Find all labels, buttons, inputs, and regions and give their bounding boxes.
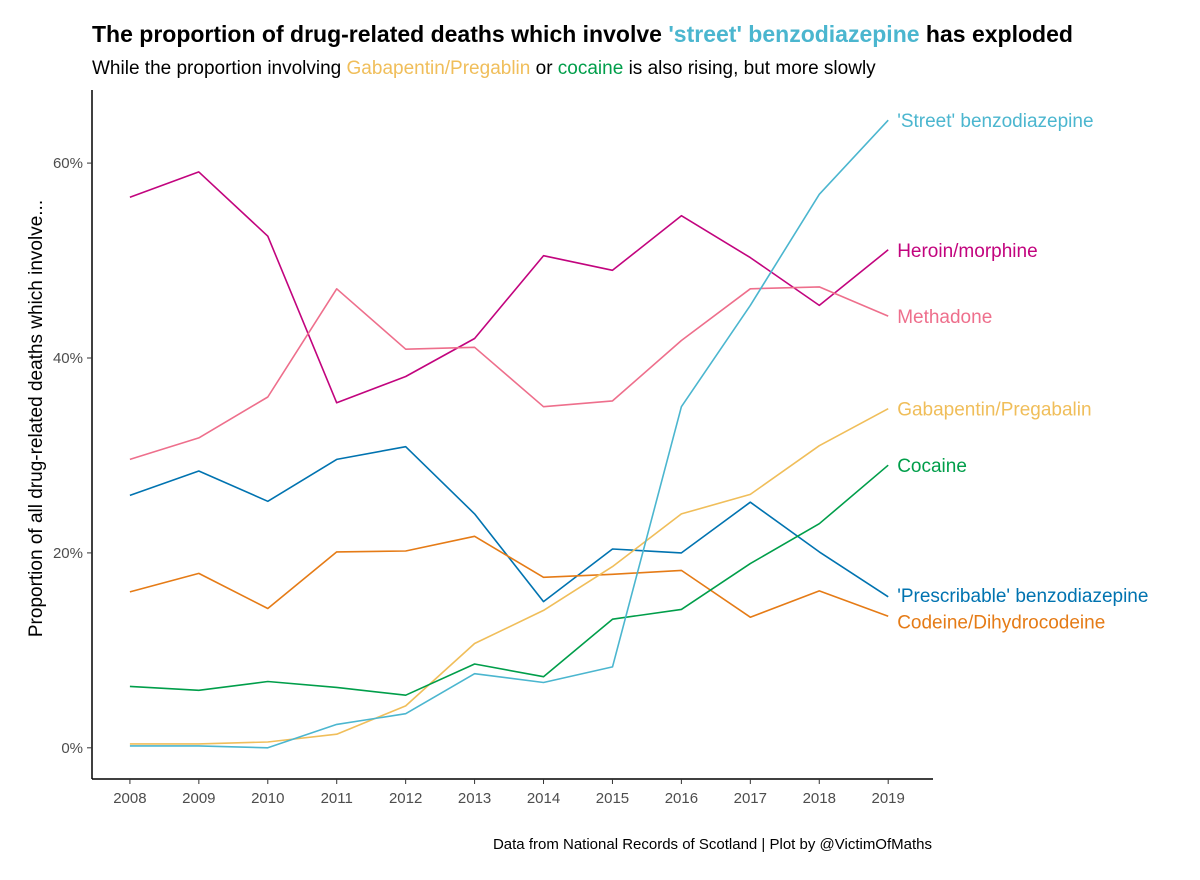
series-line-gabapentin-pregabalin bbox=[129, 407, 889, 745]
title-part-2: has exploded bbox=[919, 21, 1073, 47]
x-tick-label: 2009 bbox=[182, 790, 215, 807]
x-tick-label: 2012 bbox=[389, 790, 422, 807]
series-line-methadone bbox=[129, 286, 889, 461]
series-line-prescribable-benzodiazepine bbox=[129, 445, 889, 603]
series-label-prescribable-benzodiazepine: 'Prescribable' benzodiazepine bbox=[897, 586, 1148, 607]
subtitle-highlight-gabapentin: Gabapentin/Pregablin bbox=[346, 58, 531, 79]
caption: Data from National Records of Scotland |… bbox=[492, 836, 932, 853]
axes: 0% 20% 40% 60% 2008 2009 2010 2011 2012 2013 2014 2… bbox=[26, 90, 933, 807]
x-tick-label: 2019 bbox=[872, 790, 905, 807]
x-tick-label: 2015 bbox=[596, 790, 629, 807]
chart-title: The proportion of drug-related deaths wh… bbox=[92, 21, 1073, 48]
subtitle-part-2: or bbox=[530, 58, 558, 79]
x-tick-label: 2010 bbox=[251, 790, 284, 807]
series-label-codeine-dihydrocodeine: Codeine/Dihydrocodeine bbox=[897, 612, 1105, 633]
y-axis-label: Proportion of all drug-related deaths wh… bbox=[26, 200, 47, 637]
series-lines bbox=[129, 119, 889, 749]
subtitle-part-3: is also rising, but more slowly bbox=[623, 58, 876, 79]
x-tick-label: 2014 bbox=[527, 790, 560, 807]
x-tick-label: 2013 bbox=[458, 790, 491, 807]
series-line-street-benzodiazepine bbox=[129, 119, 889, 749]
series-label-methadone: Methadone bbox=[897, 307, 992, 328]
series-line-cocaine bbox=[129, 464, 889, 697]
x-tick-label: 2011 bbox=[321, 790, 353, 807]
x-tick-label: 2017 bbox=[734, 790, 767, 807]
y-tick-label: 40% bbox=[53, 350, 83, 367]
series-line-heroin-morphine bbox=[129, 171, 889, 404]
x-tick-label: 2018 bbox=[803, 790, 836, 807]
series-label-street-benzodiazepine: 'Street' benzodiazepine bbox=[897, 111, 1093, 132]
series-label-gabapentin-pregabalin: Gabapentin/Pregabalin bbox=[897, 400, 1091, 421]
y-tick-label: 60% bbox=[53, 155, 83, 172]
series-labels: Heroin/morphine Methadone 'Prescribable' b… bbox=[897, 111, 1148, 633]
y-tick-label: 0% bbox=[61, 740, 83, 757]
subtitle-highlight-cocaine: cocaine bbox=[557, 58, 624, 79]
title-part-1: The proportion of drug-related deaths wh… bbox=[92, 21, 669, 47]
chart-subtitle: While the proportion involving Gabapenti… bbox=[92, 58, 876, 80]
subtitle-part-1: While the proportion involving bbox=[92, 58, 347, 79]
x-tick-label: 2016 bbox=[665, 790, 698, 807]
x-tick-label: 2008 bbox=[113, 790, 146, 807]
series-label-heroin-morphine: Heroin/morphine bbox=[897, 241, 1037, 262]
series-line-codeine-dihydrocodeine bbox=[129, 535, 889, 619]
title-highlight: 'street' benzodiazepine bbox=[668, 21, 920, 47]
series-label-cocaine: Cocaine bbox=[897, 456, 967, 477]
y-tick-label: 20% bbox=[53, 545, 83, 562]
